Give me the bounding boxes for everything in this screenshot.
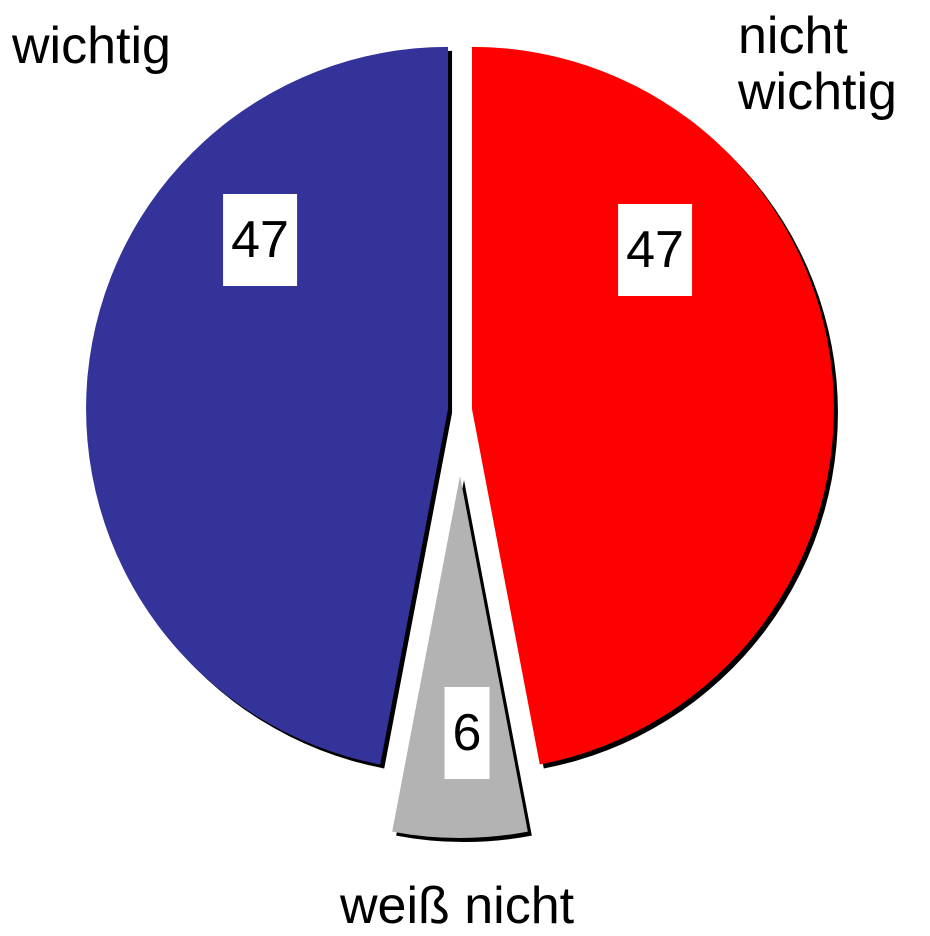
value-label: 6 <box>444 687 490 779</box>
slice <box>471 46 834 765</box>
slice <box>86 46 449 765</box>
category-label: nicht wichtig <box>738 7 897 121</box>
slice <box>392 476 528 839</box>
value-label: 47 <box>223 194 297 286</box>
category-label: weiß nicht <box>340 877 575 935</box>
category-label: wichtig <box>12 17 171 75</box>
value-label: 47 <box>618 204 692 296</box>
